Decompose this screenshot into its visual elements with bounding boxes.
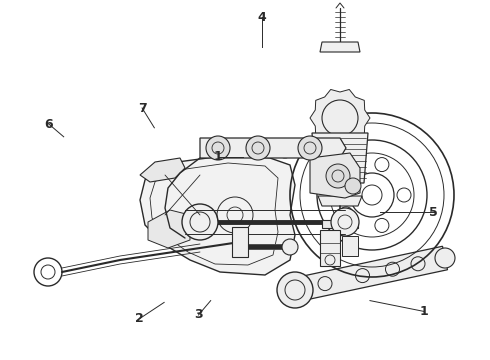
- Polygon shape: [318, 196, 362, 206]
- Text: 1: 1: [214, 150, 222, 163]
- Polygon shape: [320, 42, 360, 52]
- Polygon shape: [232, 227, 248, 257]
- Polygon shape: [293, 246, 447, 302]
- Polygon shape: [140, 158, 185, 182]
- Circle shape: [435, 248, 455, 268]
- Polygon shape: [285, 142, 318, 154]
- Circle shape: [246, 136, 270, 160]
- Polygon shape: [342, 236, 358, 256]
- Polygon shape: [320, 230, 340, 266]
- Circle shape: [298, 136, 322, 160]
- Polygon shape: [310, 90, 370, 147]
- Polygon shape: [140, 155, 295, 275]
- Circle shape: [277, 272, 313, 308]
- Text: 6: 6: [45, 118, 53, 131]
- Circle shape: [331, 208, 359, 236]
- Circle shape: [206, 136, 230, 160]
- Polygon shape: [312, 133, 368, 183]
- Text: 7: 7: [138, 102, 147, 114]
- Text: 2: 2: [135, 312, 144, 325]
- Text: 3: 3: [194, 309, 203, 321]
- Polygon shape: [200, 138, 346, 158]
- Circle shape: [345, 178, 361, 194]
- Text: 5: 5: [429, 206, 438, 219]
- Polygon shape: [322, 220, 358, 228]
- Polygon shape: [310, 153, 360, 198]
- Text: 4: 4: [258, 11, 267, 24]
- Polygon shape: [326, 183, 354, 196]
- Circle shape: [282, 239, 298, 255]
- Text: 1: 1: [419, 305, 428, 318]
- Circle shape: [326, 164, 350, 188]
- Polygon shape: [148, 210, 190, 248]
- Circle shape: [182, 204, 218, 240]
